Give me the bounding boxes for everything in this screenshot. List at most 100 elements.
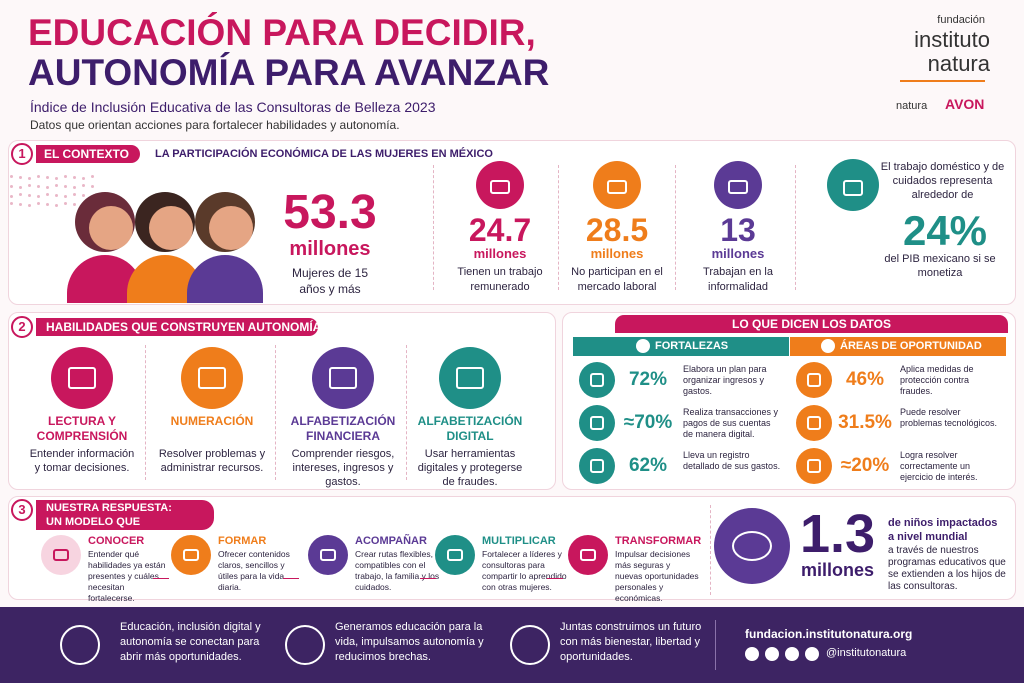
step-icon [568,535,608,575]
icon-glyph [807,459,821,473]
map-dot [19,176,22,179]
item-text: Aplica medidas de protección contra frau… [900,364,974,396]
item-value: ≈70% [623,412,673,433]
step-arrow [420,578,436,579]
item-icon [796,448,832,484]
item-value: 31.5% [838,412,892,433]
icon-glyph [590,373,604,387]
step-arrow [547,578,563,579]
stat-value: 13 [720,212,756,248]
logo-text: instituto [914,27,990,52]
gdp-text: del PIB mexicano si se monetiza [884,253,996,279]
map-dot [82,194,85,197]
divider [145,345,146,480]
section-number-text: 3 [18,502,26,517]
map-dot [55,184,58,187]
stat-value: 28.5 [585,212,649,248]
section-heading: LA PARTICIPACIÓN ECONÓMICA DE LAS MUJERE… [155,148,493,160]
impact-unit: millones [800,560,875,580]
stat-icon [714,161,762,209]
icon-glyph [580,549,596,561]
divider [558,165,559,290]
footer-icon [60,625,100,665]
item-text: Puede resolver problemas tecnológicos. [900,407,998,428]
item-icon [796,405,832,441]
divider [675,165,676,290]
map-dot [64,202,67,205]
icon-glyph [456,367,484,389]
impact-headline: de niños impactados a nivel mundial [888,517,998,543]
section-title: NUESTRA RESPUESTA: [46,502,172,514]
icon-glyph [843,180,863,196]
step-arrow [153,578,169,579]
social-icon [785,647,799,661]
divider [710,505,711,595]
icon-glyph [490,180,510,194]
footer-message: Juntas construimos un futuro con más bie… [560,621,702,663]
map-dot [19,203,22,206]
title: EDUCACIÓN PARA DECIDIR, [28,12,536,53]
skill-icon [181,347,243,409]
impact-text: a través de nuestros programas educativo… [888,545,1006,592]
map-dot [82,177,85,180]
impact-value: 1.3 [799,504,876,564]
icon-glyph [183,549,199,561]
stat-label: Tienen un trabajo remunerado [457,266,543,293]
item-icon [796,362,832,398]
map-dot [28,204,31,207]
map-dot [46,203,49,206]
footer-message: Generamos educación para la vida, impuls… [335,621,484,663]
icon-glyph [329,367,357,389]
icon-glyph [590,416,604,430]
map-dot [46,193,49,196]
section-title: HABILIDADES QUE CONSTRUYEN AUTONOMÍA [46,320,322,334]
stat-unit: millones [590,246,644,261]
item-text: Realiza transacciones y pagos de sus cue… [683,407,779,439]
icon-glyph [320,549,336,561]
map-dot [64,195,67,198]
divider [795,165,796,290]
column-header: ÁREAS DE OPORTUNIDAD [840,340,982,352]
column-header: FORTALEZAS [655,340,729,352]
divider [275,345,276,480]
map-dot [46,176,49,179]
map-dot [82,184,85,187]
step-icon [308,535,348,575]
panel-title-bg [615,315,1008,333]
skill-title: ALFABETIZACIÓN FINANCIERA [290,414,396,443]
step-text: Impulsar decisiones más seguras y nuevas… [615,549,699,603]
footer-message: Educación, inclusión digital y autonomía… [120,621,261,663]
step-title: FORMAR [218,535,267,547]
stat-unit: millones [711,246,765,261]
icon-glyph [607,180,627,194]
stat-icon [593,161,641,209]
illustration-face [89,206,133,250]
logo-line [900,80,985,82]
item-value: 72% [628,369,668,390]
map-dot [64,185,67,188]
step-title: ACOMPAÑAR [355,535,427,547]
map-dot [73,186,76,189]
icon-glyph [53,549,69,561]
stat-icon [476,161,524,209]
map-dot [73,176,76,179]
map-dot [73,203,76,206]
step-title: MULTIPLICAR [482,535,556,547]
divider [433,165,434,290]
map-dot [37,195,40,198]
step-title: TRANSFORMAR [615,535,702,547]
logo-brand: natura [896,100,928,112]
map-dot [55,194,58,197]
map-dot [28,184,31,187]
column-header-icon [821,339,835,353]
social-icon [805,647,819,661]
footer-handle: @institutonatura [826,647,907,659]
item-value: 62% [628,455,668,476]
icon-glyph [590,459,604,473]
map-dot [28,194,31,197]
logo-text: fundación [937,14,985,26]
step-icon [435,535,475,575]
section-title: EL CONTEXTO [44,147,129,161]
column-header-bg [790,337,1006,356]
